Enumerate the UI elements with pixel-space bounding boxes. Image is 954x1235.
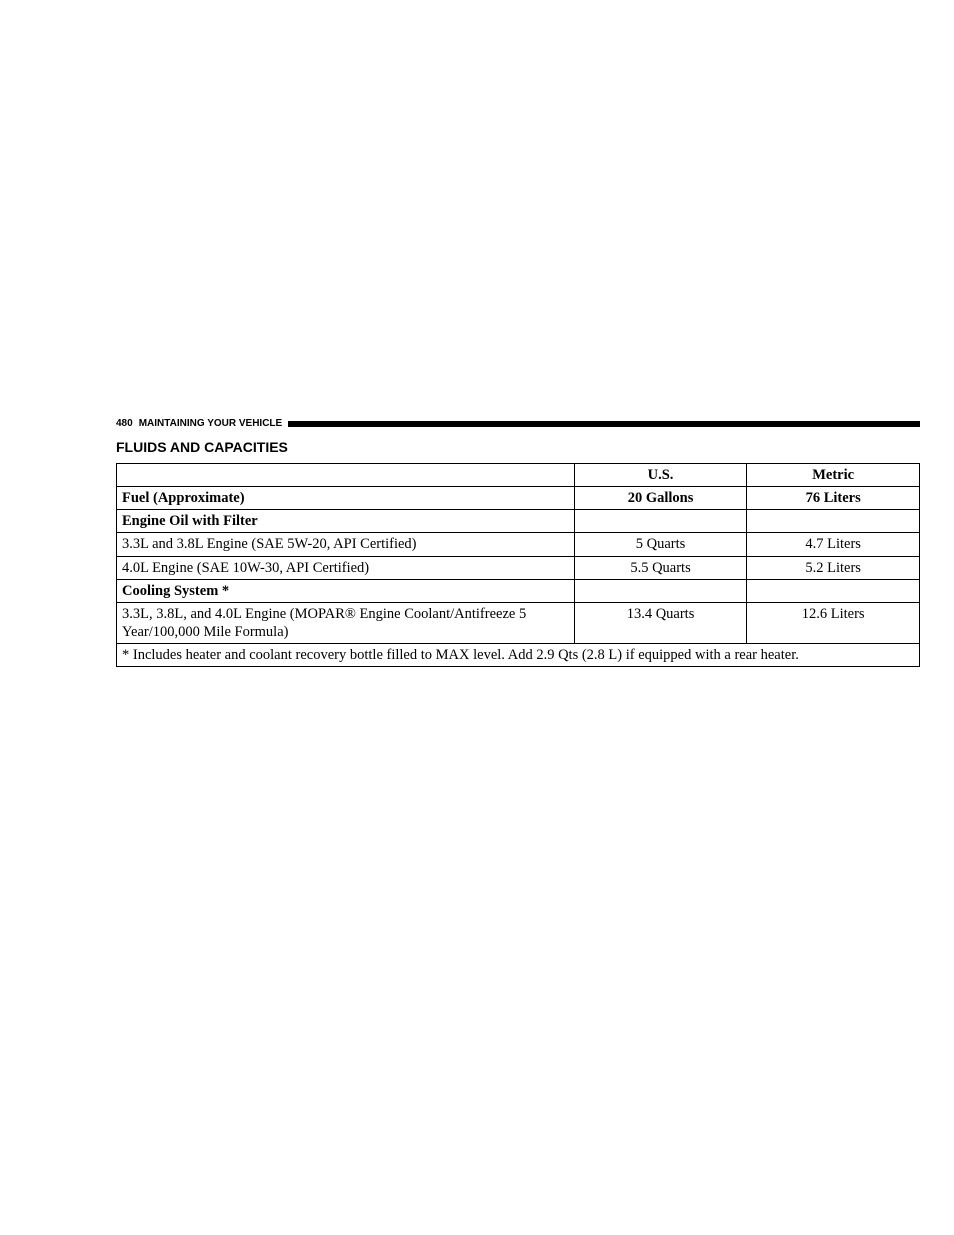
row-item: 3.3L, 3.8L, and 4.0L Engine (MOPAR® Engi… (117, 602, 575, 643)
row-us (574, 510, 747, 533)
row-us: 5 Quarts (574, 533, 747, 556)
header-rule (288, 421, 920, 427)
table-row: Engine Oil with Filter (117, 510, 920, 533)
table-row: Fuel (Approximate) 20 Gallons 76 Liters (117, 487, 920, 510)
col-header-item (117, 464, 575, 487)
footnote-cell: * Includes heater and coolant recovery b… (117, 644, 920, 667)
row-us: 20 Gallons (574, 487, 747, 510)
row-metric: 5.2 Liters (747, 556, 920, 579)
page-number: 480 (116, 418, 133, 429)
col-header-us: U.S. (574, 464, 747, 487)
running-header: 480 MAINTAINING YOUR VEHICLE (116, 418, 920, 429)
row-us: 13.4 Quarts (574, 602, 747, 643)
row-item: 4.0L Engine (SAE 10W-30, API Certified) (117, 556, 575, 579)
row-item: Fuel (Approximate) (117, 487, 575, 510)
row-us: 5.5 Quarts (574, 556, 747, 579)
row-item: Engine Oil with Filter (117, 510, 575, 533)
row-metric: 4.7 Liters (747, 533, 920, 556)
page-content: 480 MAINTAINING YOUR VEHICLE FLUIDS AND … (116, 418, 920, 667)
header-section-text: MAINTAINING YOUR VEHICLE (139, 418, 283, 429)
section-title: FLUIDS AND CAPACITIES (116, 439, 920, 455)
table-row: Cooling System * (117, 579, 920, 602)
row-item: 3.3L and 3.8L Engine (SAE 5W-20, API Cer… (117, 533, 575, 556)
col-header-metric: Metric (747, 464, 920, 487)
table-header-row: U.S. Metric (117, 464, 920, 487)
row-metric (747, 579, 920, 602)
row-metric (747, 510, 920, 533)
fluids-capacities-table: U.S. Metric Fuel (Approximate) 20 Gallon… (116, 463, 920, 667)
table-row: 3.3L and 3.8L Engine (SAE 5W-20, API Cer… (117, 533, 920, 556)
row-metric: 76 Liters (747, 487, 920, 510)
row-metric: 12.6 Liters (747, 602, 920, 643)
table-footnote-row: * Includes heater and coolant recovery b… (117, 644, 920, 667)
row-item: Cooling System * (117, 579, 575, 602)
table-row: 4.0L Engine (SAE 10W-30, API Certified) … (117, 556, 920, 579)
table-row: 3.3L, 3.8L, and 4.0L Engine (MOPAR® Engi… (117, 602, 920, 643)
row-us (574, 579, 747, 602)
